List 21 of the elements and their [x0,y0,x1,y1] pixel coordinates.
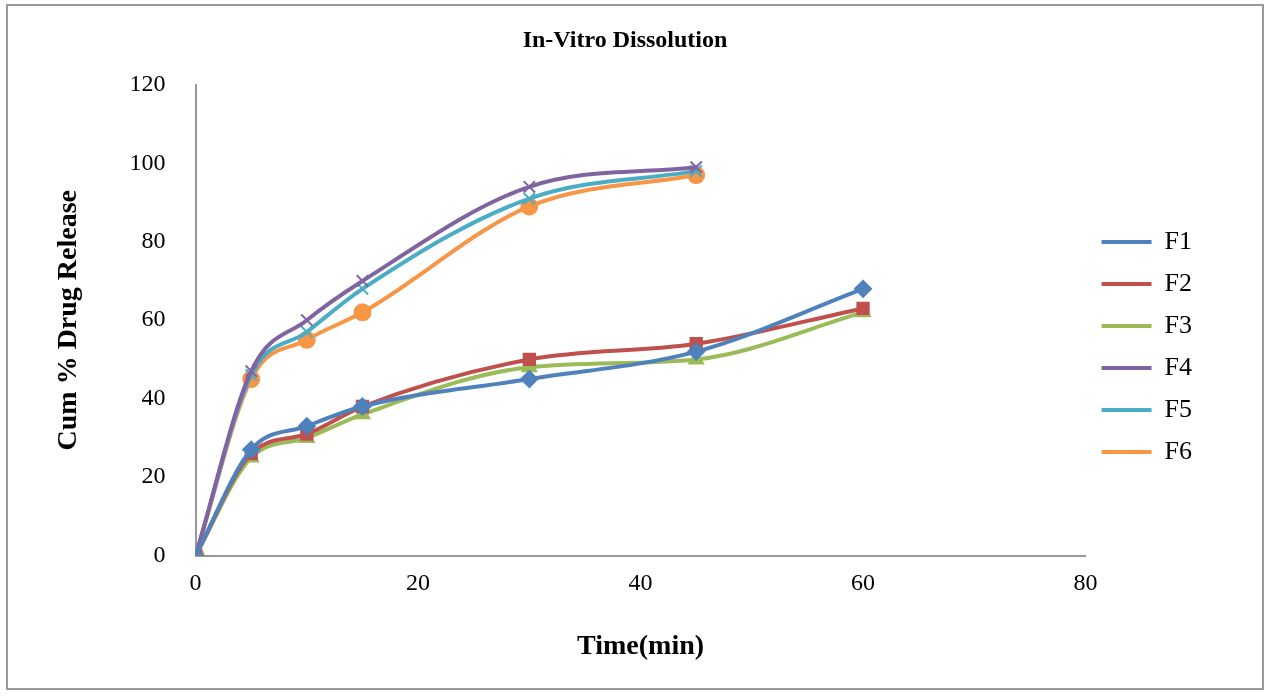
x-tick-label: 0 [189,569,202,596]
legend-label: F5 [1164,393,1193,423]
y-tick-label: 40 [141,383,166,410]
x-tick-label: 60 [851,569,876,596]
legend-label: F6 [1164,435,1193,465]
legend-label: F2 [1164,267,1193,297]
legend-label: F4 [1164,351,1193,381]
y-tick-label: 120 [129,70,166,97]
y-tick-label: 0 [153,540,166,567]
x-tick-label: 20 [406,569,431,596]
chart-title: In-Vitro Dissolution [522,25,728,52]
y-tick-label: 80 [141,227,166,254]
legend-label: F3 [1164,309,1193,339]
x-axis-title: Time(min) [577,629,705,661]
y-axis-title: Cum % Drug Release [51,189,83,451]
legend-label: F1 [1164,225,1193,255]
y-tick-label: 20 [141,462,166,489]
y-tick-label: 60 [141,305,166,332]
x-tick-label: 40 [628,569,653,596]
x-tick-label: 80 [1073,569,1098,596]
y-tick-label: 100 [129,148,166,175]
